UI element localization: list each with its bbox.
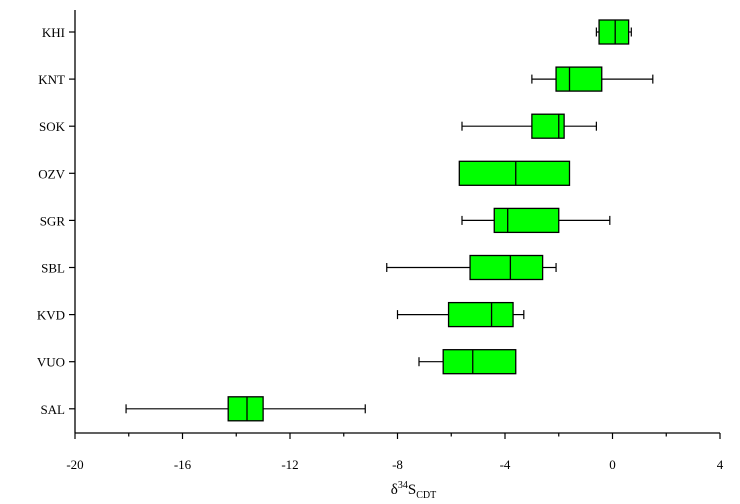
y-category-label: SAL <box>40 402 65 417</box>
y-category-label: KNT <box>38 72 65 87</box>
box-group-vuo <box>418 349 517 375</box>
iqr-box <box>493 207 560 234</box>
iqr-box <box>227 396 264 422</box>
y-category-label: VUO <box>37 355 65 370</box>
box-group-knt <box>531 66 654 92</box>
y-category-label: OZV <box>38 166 65 181</box>
iqr-box <box>458 160 571 186</box>
x-tick-label: 4 <box>717 457 724 472</box>
box-group-ozv <box>458 160 571 186</box>
box-group-khi <box>595 19 632 45</box>
box-group-kvd <box>396 301 525 328</box>
y-category-label: SOK <box>39 119 66 134</box>
box-group-sbl <box>386 254 557 281</box>
x-tick-label: 0 <box>609 457 616 472</box>
iqr-box <box>447 301 514 328</box>
x-axis-title-prefix: δ <box>391 482 398 498</box>
x-tick-label: -12 <box>281 457 298 472</box>
x-axis-title-main: S <box>408 482 416 498</box>
plot-area <box>125 19 654 422</box>
x-tick-label: -8 <box>392 457 403 472</box>
iqr-box <box>469 254 544 281</box>
y-category-label: KVD <box>37 308 65 323</box>
box-group-sok <box>461 113 597 139</box>
x-axis-title: δ34SCDT <box>391 480 436 501</box>
box-group-sal <box>125 396 366 422</box>
x-tick-label: -20 <box>66 457 83 472</box>
box-group-sgr <box>461 207 611 234</box>
axes: -20 -16 -12 -8 -4 0 4 KHI KNT SOK OZV SGR SBL KVD VUO S… <box>37 10 724 472</box>
x-axis-title-sub: CDT <box>416 490 436 501</box>
x-tick-label: -4 <box>500 457 511 472</box>
x-tick-label: -16 <box>174 457 192 472</box>
y-category-label: KHI <box>42 25 65 40</box>
iqr-box <box>442 349 517 375</box>
iqr-box <box>598 19 630 45</box>
iqr-box <box>555 66 603 92</box>
y-category-label: SBL <box>41 261 65 276</box>
y-category-label: SGR <box>40 213 66 228</box>
x-axis-title-sup: 34 <box>398 480 408 491</box>
